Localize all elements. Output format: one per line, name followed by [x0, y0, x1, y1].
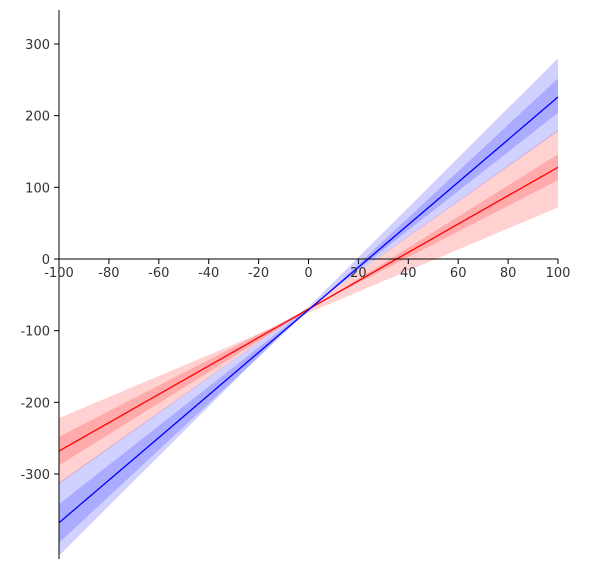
x-tick-label: 60	[450, 266, 467, 281]
series-0-band-0	[59, 130, 558, 485]
x-tick-label: 80	[500, 266, 517, 281]
y-tick-label: -100	[20, 325, 50, 340]
series-lines	[58, 96, 559, 524]
y-tick-label: 100	[25, 181, 50, 196]
x-tick-label: -60	[148, 266, 169, 281]
x-tick-label: 40	[400, 266, 417, 281]
x-tick-label: 0	[304, 266, 312, 281]
y-tick-label: 0	[42, 253, 50, 268]
series-1-band-0	[59, 58, 558, 556]
y-tick-label: 200	[25, 110, 50, 125]
x-tick-label: -100	[44, 266, 74, 281]
x-tick-label: -80	[98, 266, 119, 281]
x-tick-label: 20	[350, 266, 367, 281]
x-tick-label: 100	[546, 266, 571, 281]
y-tick-label: -200	[20, 396, 50, 411]
series-1-band-1	[59, 78, 558, 543]
y-tick-label: -300	[20, 468, 50, 483]
axes: -100 -80 -60 -40 -20 0 20 40 60 80 100-300-200-100…	[20, 10, 570, 559]
x-tick-label: -40	[198, 266, 219, 281]
confidence-bands	[59, 58, 558, 556]
series-1-line	[58, 96, 559, 524]
y-tick-label: 300	[25, 38, 50, 53]
x-tick-label: -20	[248, 266, 269, 281]
